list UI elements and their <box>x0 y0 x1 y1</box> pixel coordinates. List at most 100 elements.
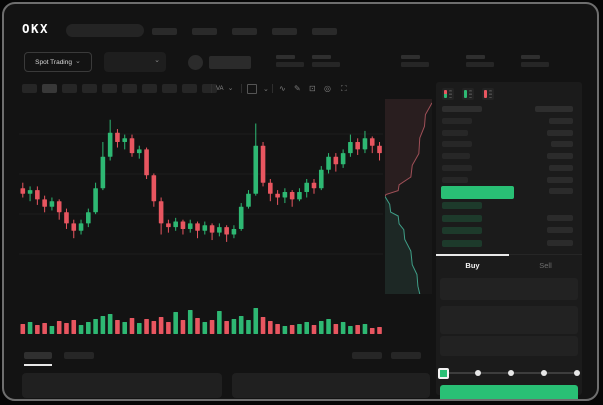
orders-tab-underline <box>24 364 52 366</box>
camera-snapshot-icon[interactable]: ⊡ <box>309 84 316 93</box>
search-input[interactable] <box>66 24 144 37</box>
ask-price-cell[interactable] <box>442 129 468 136</box>
timeframe-button[interactable] <box>82 84 97 93</box>
toolbar-divider <box>241 84 242 93</box>
draw-pencil-icon[interactable]: ✎ <box>294 84 301 93</box>
ask-amount-cell <box>547 153 573 160</box>
timeframe-button[interactable] <box>42 84 57 93</box>
tab-buy-label: Buy <box>465 261 480 270</box>
slider-stop-dot[interactable] <box>541 370 547 376</box>
nav-item[interactable] <box>272 28 297 35</box>
ask-price-cell[interactable] <box>442 176 468 183</box>
nav-menu <box>152 28 337 35</box>
timeframe-button[interactable] <box>182 84 197 93</box>
tab-sell[interactable]: Sell <box>509 255 582 275</box>
book-view-combined-icon[interactable] <box>442 88 454 100</box>
book-view-asks-icon[interactable] <box>482 88 494 100</box>
ask-price-cell[interactable] <box>442 164 472 171</box>
chevron-down-icon: ⌄ <box>154 57 160 64</box>
buy-submit-button[interactable] <box>440 385 578 399</box>
slider-stop-dot[interactable] <box>574 370 580 376</box>
timeframe-button[interactable] <box>162 84 177 93</box>
ticker-stat-label <box>466 55 485 59</box>
nav-item[interactable] <box>192 28 217 35</box>
toolbar-divider <box>272 84 273 93</box>
pair-dropdown[interactable]: ⌄ <box>104 52 166 72</box>
app-window: OKX Spot Trading ⌄ ⌄ VA ⌄ ⌄ ∿ ✎ ⊡ ◎ ⛶ <box>2 2 599 401</box>
timeframe-button[interactable] <box>142 84 157 93</box>
timeframe-button[interactable] <box>202 84 217 93</box>
okx-logo: OKX <box>22 21 50 36</box>
market-type-dropdown[interactable]: Spot Trading ⌄ <box>24 52 92 72</box>
nav-item[interactable] <box>232 28 257 35</box>
ticker-stat-label <box>312 55 331 59</box>
nav-item[interactable] <box>312 28 337 35</box>
ask-amount-cell <box>549 118 573 124</box>
nav-item[interactable] <box>152 28 177 35</box>
ticker-stat <box>521 55 553 69</box>
candlestick-chart[interactable] <box>19 100 383 340</box>
slider-stop-dot[interactable] <box>508 370 514 376</box>
ticker-stat <box>276 55 308 69</box>
ticker-stat-value <box>521 62 549 67</box>
ticker-stat-value <box>276 62 304 67</box>
ticker-stat-value <box>401 62 429 67</box>
ask-price-cell[interactable] <box>442 118 472 124</box>
amount-slider[interactable] <box>438 368 580 379</box>
timeframe-button[interactable] <box>102 84 117 93</box>
ask-amount-cell <box>551 141 573 148</box>
indicator-dropdown[interactable]: ⌄ <box>247 84 269 94</box>
timeframe-button[interactable] <box>122 84 137 93</box>
ticker-stat-label <box>401 55 420 59</box>
tab-buy[interactable]: Buy <box>436 254 509 275</box>
depth-chart[interactable] <box>385 99 432 294</box>
settings-circle-icon[interactable]: ◎ <box>324 84 331 93</box>
ticker-stat <box>466 55 498 69</box>
pair-avatar <box>188 55 203 70</box>
order-type-field[interactable] <box>440 278 578 300</box>
trade-side-tabs: Buy Sell <box>436 254 582 275</box>
ticker-stat-label <box>276 55 295 59</box>
timeframe-button[interactable] <box>62 84 77 93</box>
bid-price-cell[interactable] <box>442 214 482 222</box>
chevron-down-icon: ⌄ <box>263 85 269 93</box>
ask-amount-cell <box>547 129 573 136</box>
pair-name-placeholder[interactable] <box>209 56 251 69</box>
ticker-stat-value <box>312 62 340 67</box>
indicator-icon <box>247 84 257 94</box>
slider-handle[interactable] <box>438 368 449 379</box>
orderbook-view-toggles <box>442 88 494 100</box>
fullscreen-expand-icon[interactable]: ⛶ <box>341 84 347 93</box>
tab-sell-label: Sell <box>539 261 552 270</box>
last-price-bar[interactable] <box>441 186 514 199</box>
ticker-stat-value <box>466 62 494 67</box>
order-details-panel <box>232 373 430 398</box>
bid-amount-cell <box>547 214 573 221</box>
chevron-down-icon: ⌄ <box>74 58 81 65</box>
price-field[interactable] <box>440 306 578 334</box>
ask-price-cell[interactable] <box>442 153 470 160</box>
ask-price-cell[interactable] <box>442 141 472 148</box>
slider-stop-dot[interactable] <box>475 370 481 376</box>
ask-amount-cell <box>549 188 573 195</box>
ask-amount-cell <box>547 176 573 183</box>
orderbook-trade-panel: Buy Sell <box>436 82 582 399</box>
bid-price-cell[interactable] <box>442 202 482 209</box>
order-history-tab[interactable] <box>64 352 94 359</box>
toolbar-divider <box>211 84 212 93</box>
bid-amount-cell <box>547 239 573 246</box>
bid-price-cell[interactable] <box>442 227 482 235</box>
bid-price-cell[interactable] <box>442 239 482 247</box>
timeframe-button[interactable] <box>22 84 37 93</box>
ticker-stat <box>312 55 344 69</box>
ticker-stat-label <box>521 55 540 59</box>
orders-tab-active[interactable] <box>24 352 52 359</box>
book-view-bids-icon[interactable] <box>462 88 474 100</box>
wave-indicator-icon[interactable]: ∿ <box>279 84 286 93</box>
time-axis-label <box>352 352 382 359</box>
candle-style-dropdown[interactable]: VA ⌄ <box>216 84 233 93</box>
amount-field[interactable] <box>440 336 578 356</box>
active-tab-indicator <box>436 254 509 256</box>
ticker-stat <box>401 55 433 69</box>
orderbook-price-header <box>442 106 482 112</box>
